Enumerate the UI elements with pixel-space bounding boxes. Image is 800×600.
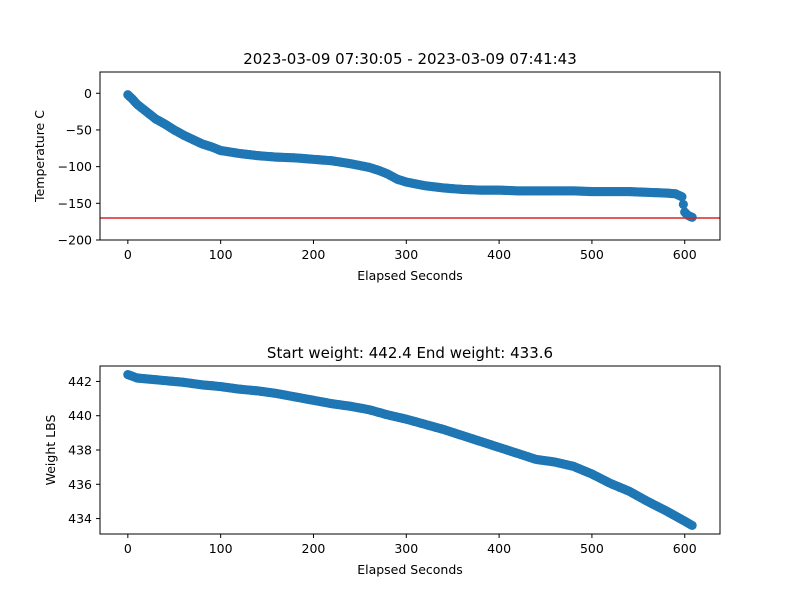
weight-x-tick-label: 200 — [302, 541, 326, 556]
temperature-y-tick-label: −150 — [58, 196, 92, 211]
weight-x-tick-label: 600 — [673, 541, 697, 556]
temperature-y-tick-label: −200 — [58, 233, 92, 248]
weight-x-tick-label: 400 — [487, 541, 511, 556]
weight-y-ticks: 434 436 438 440 442 — [68, 374, 100, 526]
temperature-x-tick-label: 600 — [673, 247, 697, 262]
temperature-x-tick-label: 0 — [124, 247, 132, 262]
temperature-x-tick-label: 400 — [487, 247, 511, 262]
weight-chart-title: Start weight: 442.4 End weight: 433.6 — [267, 344, 553, 362]
weight-y-tick-label: 436 — [68, 477, 92, 492]
weight-y-tick-label: 438 — [68, 443, 92, 458]
weight-x-tick-label: 500 — [580, 541, 604, 556]
temperature-data-point — [677, 192, 687, 202]
weight-y-axis-label: Weight LBS — [43, 415, 58, 486]
temperature-subplot: 2023-03-09 07:30:05 - 2023-03-09 07:41:4… — [32, 50, 721, 283]
weight-x-tick-label: 300 — [394, 541, 418, 556]
temperature-x-ticks: 0 100 200 300 400 500 600 — [124, 240, 697, 262]
temperature-axes-frame — [99, 71, 721, 241]
temperature-x-tick-label: 500 — [580, 247, 604, 262]
temperature-y-tick-label: −50 — [66, 122, 92, 137]
weight-data-point — [687, 520, 697, 531]
temperature-chart-title: 2023-03-09 07:30:05 - 2023-03-09 07:41:4… — [243, 50, 577, 68]
temperature-y-axis-label: Temperature C — [32, 110, 47, 203]
temperature-y-tick-label: 0 — [84, 86, 92, 101]
temperature-series — [123, 90, 697, 222]
temperature-x-tick-label: 300 — [394, 247, 418, 262]
weight-x-tick-label: 100 — [209, 541, 233, 556]
temperature-y-ticks: 0 −50 −100 −150 −200 — [58, 86, 100, 248]
weight-y-tick-label: 440 — [68, 408, 92, 423]
temperature-y-tick-label: −100 — [58, 159, 92, 174]
temperature-x-axis-label: Elapsed Seconds — [357, 268, 463, 283]
weight-axes-frame — [99, 365, 721, 535]
weight-y-tick-label: 442 — [68, 374, 92, 389]
temperature-x-tick-label: 100 — [209, 247, 233, 262]
weight-y-tick-label: 434 — [68, 511, 92, 526]
temperature-x-tick-label: 200 — [302, 247, 326, 262]
weight-x-axis-label: Elapsed Seconds — [357, 562, 463, 577]
weight-subplot: Start weight: 442.4 End weight: 433.6 0 1… — [43, 344, 721, 577]
weight-series — [123, 369, 697, 531]
temperature-data-point — [678, 199, 688, 210]
weight-x-tick-label: 0 — [124, 541, 132, 556]
weight-x-ticks: 0 100 200 300 400 500 600 — [124, 534, 697, 556]
